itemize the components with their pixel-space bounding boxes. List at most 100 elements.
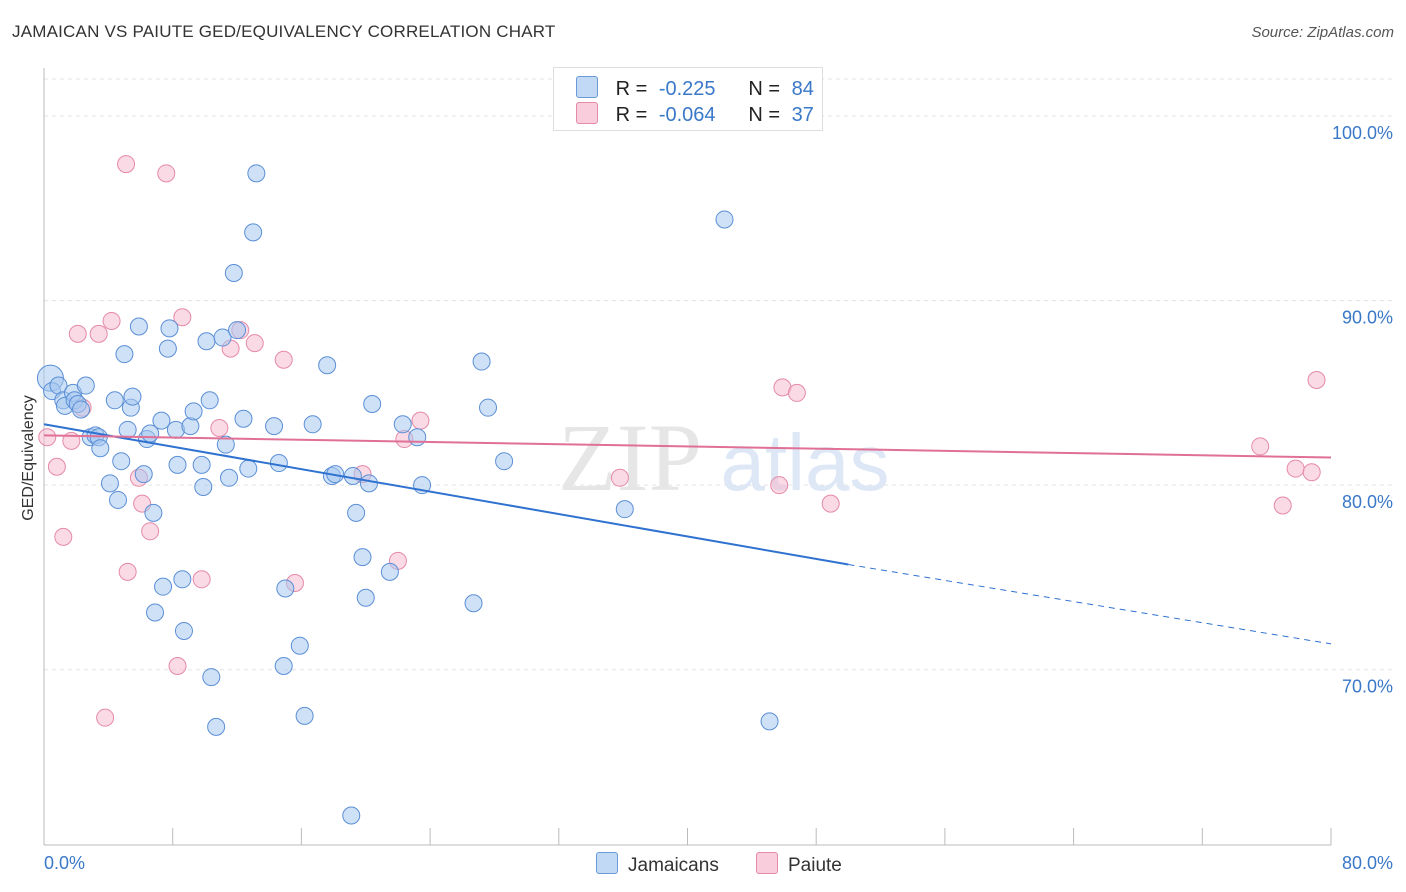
gridlines [44, 78, 1392, 671]
jamaican-point [202, 668, 221, 687]
jamaican-point [168, 455, 187, 474]
jamaican-point [353, 548, 372, 567]
y-tick-label: 80.0% [1342, 492, 1393, 512]
paiute-point [54, 527, 73, 546]
jamaican-point [76, 376, 95, 395]
paiute-point [47, 457, 66, 476]
series-legend-jamaicans: Jamaicans [596, 852, 719, 877]
jamaican-point [276, 579, 295, 598]
legend-r-label: R = [615, 78, 648, 100]
jamaican-point [154, 577, 173, 596]
legend-r-value: -0.225 [658, 78, 716, 100]
paiute-point [192, 570, 211, 589]
paiute-point [274, 350, 293, 369]
jamaican-trendline [43, 423, 849, 566]
jamaican-point [290, 636, 309, 655]
jamaican-point [181, 417, 200, 436]
legend-row-paiute: R = -0.064 N = 37 [576, 102, 814, 128]
jamaican-point [100, 474, 119, 493]
paiute-point [117, 155, 136, 174]
jamaican-point [72, 400, 91, 419]
paiute-point [68, 324, 87, 343]
paiute-point [1307, 371, 1326, 389]
jamaican-point [408, 428, 427, 447]
jamaican-point [295, 706, 314, 725]
paiute-point [210, 418, 229, 437]
jamaican-point [115, 345, 134, 364]
jamaican-point [303, 415, 322, 434]
jamaican-point [265, 417, 284, 436]
jamaican-point [146, 603, 165, 622]
paiute-point [141, 522, 160, 541]
jamaican-trendline-extension [848, 564, 1332, 645]
jamaican-point [194, 478, 213, 497]
jamaican-point [479, 398, 498, 417]
jamaican-point [269, 454, 288, 473]
legend-n-value: 37 [791, 104, 814, 126]
y-tick-label: 90.0% [1342, 308, 1393, 328]
legend-r-label: R = [615, 104, 648, 126]
jamaican-point [207, 717, 226, 736]
series-swatch-paiute [756, 852, 778, 874]
legend-swatch-jamaicans [576, 76, 598, 98]
jamaican-point [134, 465, 153, 484]
jamaican-point [247, 164, 266, 183]
jamaican-point [363, 394, 382, 413]
y-axis-label: GED/Equivalency [20, 395, 37, 520]
legend-row-jamaicans: R = -0.225 N = 84 [576, 76, 814, 102]
jamaican-point [615, 500, 634, 519]
paiute-point [96, 708, 115, 727]
jamaican-point [160, 319, 179, 338]
paiute-point [1273, 496, 1292, 515]
trendlines [43, 423, 1332, 645]
watermark-atlas: atlas [721, 418, 890, 507]
jamaican-point [129, 317, 148, 336]
jamaican-point [109, 490, 128, 509]
paiute-point [1302, 463, 1321, 482]
jamaican-point [239, 459, 258, 478]
x-tick-label: 0.0% [44, 853, 85, 873]
paiute-point [245, 334, 264, 353]
jamaican-point [342, 806, 361, 825]
x-tick-label: 80.0% [1342, 853, 1393, 873]
jamaican-point [380, 562, 399, 581]
legend-n-label: N = [748, 78, 781, 100]
jamaican-point [760, 712, 779, 731]
jamaican-point [197, 332, 216, 351]
jamaican-point [152, 411, 171, 430]
correlation-legend: R = -0.225 N = 84 R = -0.064 N = 37 [553, 67, 823, 131]
paiute-point [168, 657, 187, 676]
jamaican-point [347, 503, 366, 522]
jamaican-point [234, 409, 253, 428]
jamaican-point [173, 570, 192, 589]
jamaican-point [216, 435, 235, 454]
tick-labels: 70.0% 80.0% 90.0% 100.0% 0.0% 80.0% GED/Equiva… [20, 123, 1393, 873]
paiute-trendline [43, 434, 1332, 459]
jamaican-point [359, 474, 378, 493]
series-label-jamaicans: Jamaicans [628, 855, 719, 876]
paiute-point [411, 411, 430, 430]
y-tick-label: 100.0% [1332, 123, 1393, 143]
paiute-point [1286, 459, 1305, 478]
paiute-point [173, 308, 192, 327]
series-label-paiute: Paiute [788, 855, 842, 876]
source-credit: Source: ZipAtlas.com [1251, 24, 1394, 41]
jamaican-point [318, 356, 337, 375]
paiute-point [787, 383, 806, 402]
jamaican-point [244, 223, 263, 242]
paiute-point [157, 164, 176, 183]
jamaican-point [105, 391, 124, 410]
jamaican-point [220, 468, 239, 487]
jamaican-point [200, 391, 219, 410]
jamaican-point [495, 452, 514, 471]
legend-n-value: 84 [791, 78, 814, 100]
jamaican-point [158, 339, 177, 358]
jamaican-point [343, 466, 362, 485]
jamaican-point [144, 503, 163, 522]
axes [43, 68, 1332, 846]
jamaican-point [213, 328, 232, 347]
watermark-zip: ZIP [558, 404, 702, 511]
legend-swatch-paiute [576, 102, 598, 124]
paiute-point [89, 324, 108, 343]
